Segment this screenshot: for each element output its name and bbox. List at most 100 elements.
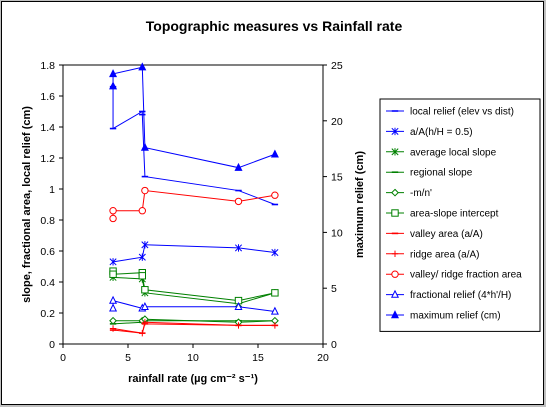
data-point [109, 69, 118, 78]
plot-area [62, 64, 324, 345]
data-point [270, 306, 279, 315]
legend-entry: valley/ ridge fraction area [386, 270, 522, 281]
plot-frame [62, 64, 324, 345]
data-point [109, 81, 118, 90]
data-point [271, 322, 279, 329]
data-point [109, 316, 117, 325]
series-7 [109, 319, 279, 337]
y2-tick-label: 20 [331, 116, 343, 128]
data-point [138, 253, 146, 261]
data-point [271, 289, 279, 297]
legend-entry: valley area (a/A) [386, 229, 483, 240]
data-point [390, 289, 400, 298]
axes: 0 0.2 0.4 0.6 0.8 1 1.2 1.4 1.6 1.8 0 5 10 15 20 25 0 5 10… [40, 60, 342, 364]
legend-label: valley area (a/A) [410, 229, 483, 240]
y2-tick-label: 5 [331, 283, 337, 295]
data-point [141, 241, 149, 249]
legend-label: local relief (elev vs dist) [410, 107, 514, 118]
series-10 [109, 62, 279, 171]
y-tick-label: 0.4 [40, 277, 55, 289]
y2-tick-label: 25 [331, 60, 343, 72]
y2-tick-label: 10 [331, 227, 343, 239]
data-point [270, 149, 279, 158]
data-point [391, 270, 399, 278]
legend-label: ridge area (a/A) [410, 249, 479, 260]
data-point [109, 207, 117, 215]
series-5 [109, 267, 279, 305]
y-tick-label: 1.6 [40, 91, 55, 103]
legend-entry: fractional relief (4*h'/H) [386, 289, 511, 301]
series-0 [109, 85, 279, 206]
y2-tick-label: 0 [331, 339, 337, 351]
legend-label: average local slope [410, 147, 497, 158]
y-tick-label: 1 [49, 184, 55, 196]
data-point [138, 272, 147, 280]
legend-label: -m/n' [410, 188, 432, 199]
x-tick-label: 20 [317, 352, 329, 364]
x-tick-label: 15 [252, 352, 264, 364]
legend-entry: a/A(h/H = 0.5) [386, 127, 473, 138]
y-tick-label: 1.2 [40, 153, 55, 165]
data-point [271, 191, 279, 199]
data-point [140, 142, 149, 151]
legend-label: valley/ ridge fraction area [410, 270, 522, 281]
x-tick-label: 10 [187, 352, 199, 364]
y-tick-label: 1.4 [40, 122, 55, 134]
data-point [234, 197, 243, 206]
data-point [234, 244, 243, 252]
data-point [109, 325, 117, 332]
data-point [391, 209, 399, 217]
data-point [141, 286, 149, 294]
data-point [234, 162, 243, 171]
data-point [109, 214, 117, 223]
series-layer [109, 62, 279, 337]
data-point [391, 250, 399, 257]
chart-title: Topographic measures vs Rainfall rate [146, 18, 403, 34]
data-point [390, 310, 400, 319]
data-point [138, 62, 147, 71]
data-point [391, 188, 399, 197]
data-point [138, 207, 147, 215]
data-point [235, 322, 242, 329]
data-point [139, 329, 146, 337]
data-point [109, 295, 118, 304]
data-point [234, 301, 243, 310]
y2-tick-label: 15 [331, 172, 343, 184]
legend-label: a/A(h/H = 0.5) [410, 127, 473, 138]
data-point [109, 258, 117, 266]
x-tick-label: 0 [60, 352, 66, 364]
data-point [391, 127, 399, 136]
y-axis-label: slope, fractional area, local relief (cm… [21, 106, 33, 303]
legend-label: maximum relief (cm) [410, 311, 501, 322]
legend-entry: maximum relief (cm) [386, 310, 501, 322]
x-axis-label: rainfall rate (µg cm⁻² s⁻¹) [128, 373, 258, 385]
legend-label: regional slope [410, 168, 473, 179]
legend-entry: average local slope [386, 147, 497, 158]
series-8 [109, 186, 279, 223]
data-point [141, 319, 149, 326]
legend: local relief (elev vs dist) a/A(h/H = 0.5… [379, 98, 541, 332]
legend-entry: regional slope [386, 168, 473, 179]
legend-entry: local relief (elev vs dist) [386, 107, 514, 118]
series-1 [109, 241, 279, 266]
legend-entry: area-slope intercept [386, 209, 499, 220]
legend-entry: -m/n' [386, 188, 432, 199]
series-9 [109, 295, 279, 315]
legend-box [379, 98, 541, 332]
legend-label: area-slope intercept [410, 209, 499, 220]
legend-label: fractional relief (4*h'/H) [410, 290, 511, 301]
x-tick-label: 5 [125, 352, 131, 364]
data-point [271, 248, 279, 257]
data-point [140, 301, 149, 310]
y-tick-label: 0.8 [40, 215, 55, 227]
data-point [141, 186, 149, 195]
data-point [391, 148, 399, 156]
y-tick-label: 0.2 [40, 308, 55, 320]
data-point [109, 303, 118, 312]
data-point [109, 270, 117, 278]
y-tick-label: 1.8 [40, 60, 55, 72]
legend-entry: ridge area (a/A) [386, 249, 479, 260]
y-tick-label: 0.6 [40, 246, 55, 258]
